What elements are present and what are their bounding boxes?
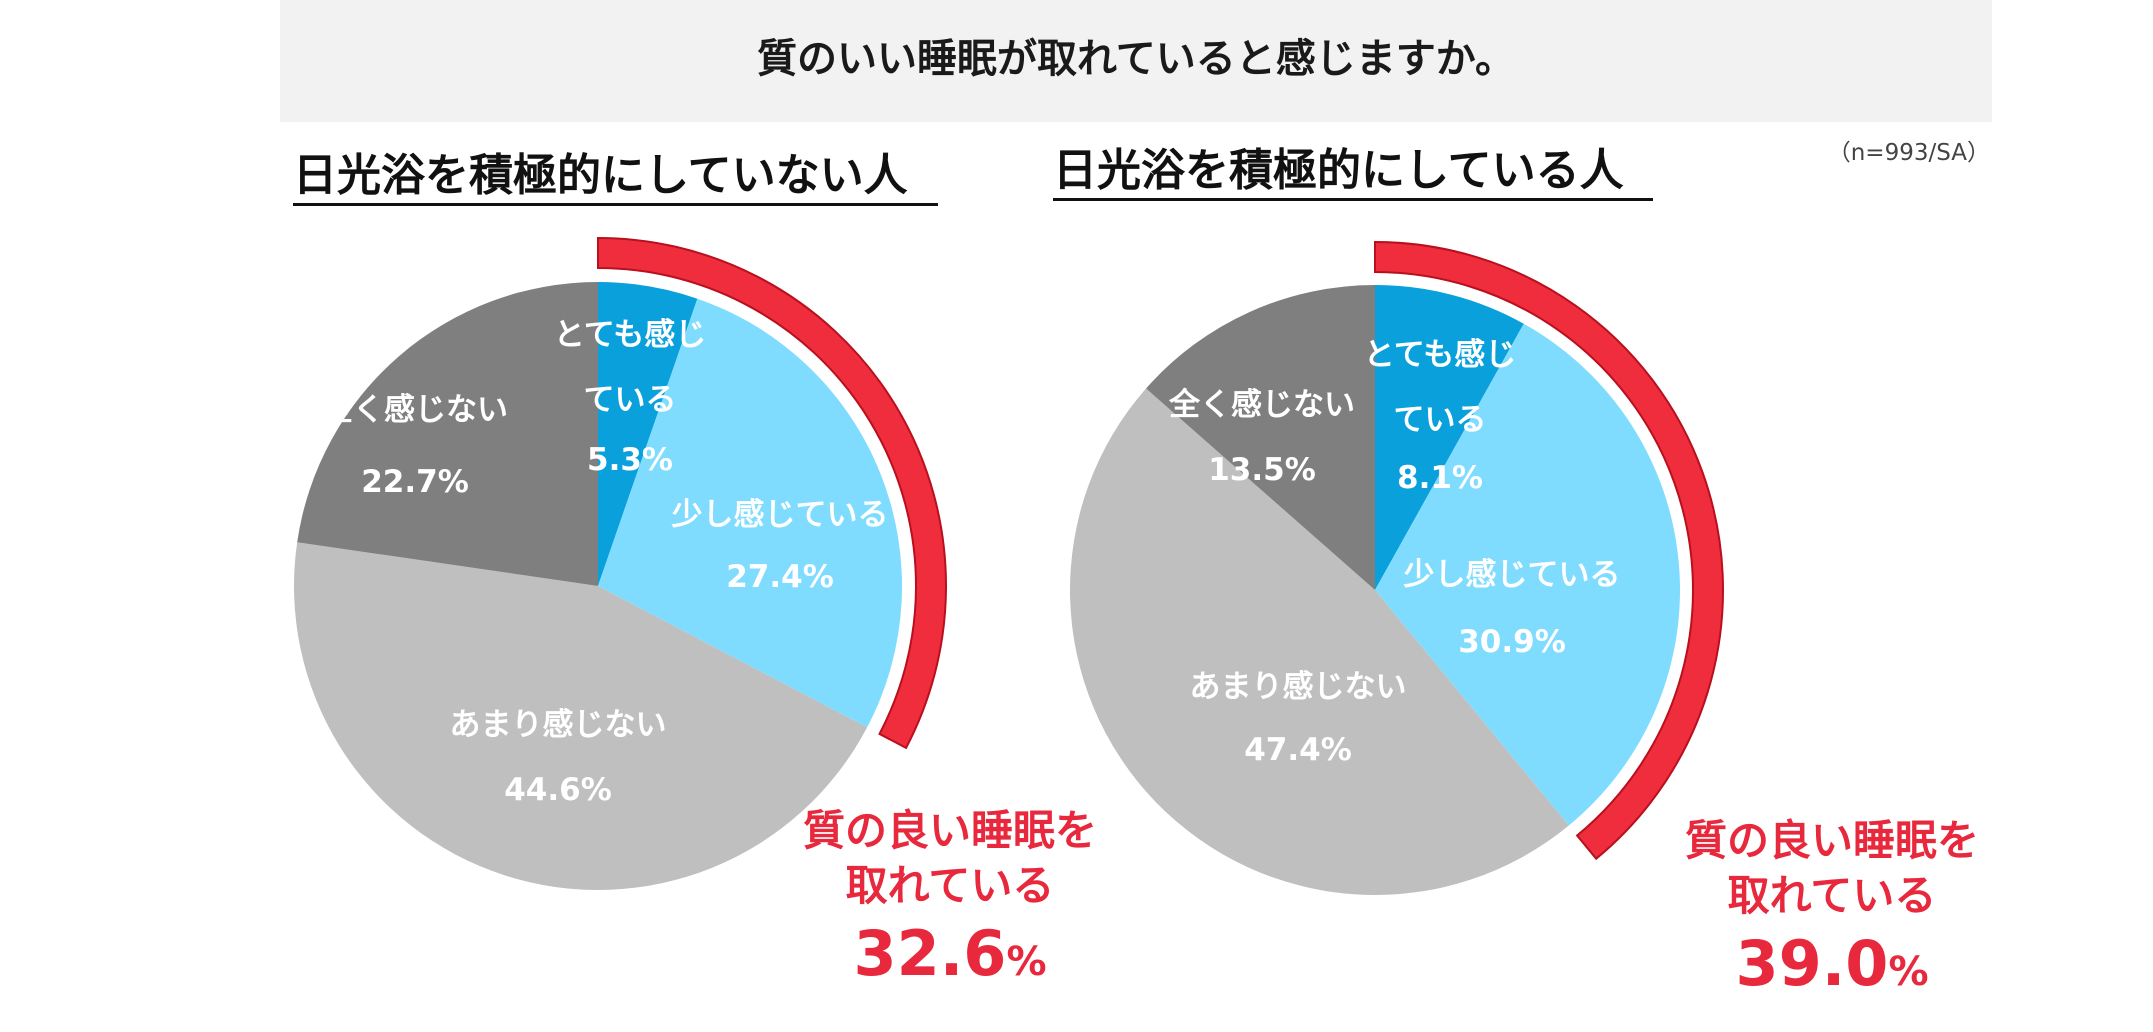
pie-left-slices [293,282,902,890]
pie-left-slice-2-value: 44.6% [504,772,612,808]
pie-right-callout-line1: 質の良い睡眠を [1685,816,1979,865]
pie-right-slice-2 [1069,388,1569,896]
pie-right-callout-number: 39.0 [1735,927,1888,1000]
pie-right-slice-1 [1375,323,1680,826]
pie-left-slice-3-value: 22.7% [361,464,469,500]
pie-right-slice-3-label: 全く感じない [1168,387,1355,423]
pie-right-slice-0 [1375,285,1524,590]
title-band [280,0,1992,122]
chart-title: 質のいい睡眠が取れていると感じますか。 [757,36,1515,82]
pie-left-slice-3 [297,282,598,586]
pie-left-slice-1 [598,298,902,728]
pie-right-slice-1-label: 少し感じている [1404,557,1621,593]
pie-left-callout-unit: % [1006,939,1046,985]
pie-right-slice-0-value: 8.1% [1397,460,1483,496]
pie-right-callout-unit: % [1888,949,1928,995]
pie-left-callout-value: 32.6% [853,917,1046,990]
pie-left-slice-0-label: とても感じ [554,317,707,353]
pie-left-slice-1-value: 27.4% [726,559,834,595]
pie-left-slice-2-label: あまり感じない [450,707,667,743]
sample-note: （n=993/SA） [1828,140,1990,166]
pie-right-slice-2-label: あまり感じない [1190,669,1407,705]
pie-left-slice-0 [598,282,698,586]
pie-left-slice-0-value: 5.3% [587,442,673,478]
pie-right-callout-value: 39.0% [1735,927,1928,1000]
pie-right-slice-0-label: ている [1394,402,1487,438]
pie-right-title-underline [1053,198,1653,201]
pie-right-slice-3 [1146,285,1375,590]
pie-right-slice-0-label: とても感じ [1364,337,1517,373]
pie-left-title: 日光浴を積極的にしていない人 [293,150,908,201]
pie-left-callout-number: 32.6 [853,917,1006,990]
pie-left-slice-2 [293,542,868,890]
pie-right-slice-2-value: 47.4% [1244,732,1352,768]
pie-left-slice-1-label: 少し感じている [672,497,889,533]
pie-right-title: 日光浴を積極的にしている人 [1053,145,1624,196]
pie-left-title-underline [293,203,938,206]
pie-right-callout-line2: 取れている [1728,871,1937,920]
pie-right-slice-1-value: 30.9% [1458,624,1566,660]
pie-left-callout-line1: 質の良い睡眠を [803,806,1097,855]
pie-right-slices [1069,285,1680,896]
pie-right-highlight-arc [1374,240,1724,861]
pie-left-slice-0-label: ている [584,382,677,418]
pie-left-slice-3-label: 全く感じない [321,392,508,428]
pie-left-callout-line2: 取れている [846,861,1055,910]
pie-left-highlight-arc [597,236,947,750]
pie-right-slice-3-value: 13.5% [1208,452,1316,488]
